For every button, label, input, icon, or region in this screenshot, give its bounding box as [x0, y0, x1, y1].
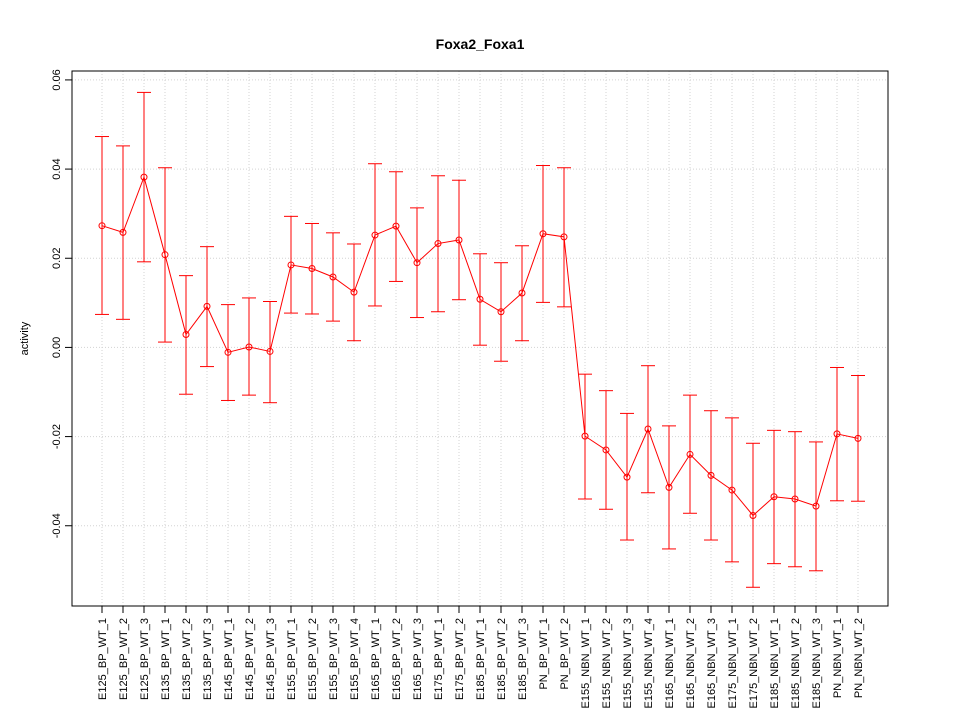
x-tick-label: E185_BP_WT_3	[517, 618, 529, 700]
data-point	[812, 502, 820, 510]
data-point	[602, 446, 610, 454]
data-point	[581, 432, 589, 440]
data-point	[707, 471, 715, 479]
x-tick-label: E125_BP_WT_3	[139, 618, 151, 700]
y-axis-label: activity	[19, 321, 31, 355]
x-tick-label: E165_NBN_WT_2	[685, 618, 697, 709]
x-axis: E125_BP_WT_1 E125_BP_WT_2 E125_BP_WT_3 E135…	[97, 606, 865, 709]
x-tick-label: E125_BP_WT_1	[97, 618, 109, 700]
x-tick-label: E145_BP_WT_2	[244, 618, 256, 700]
series-line	[101, 175, 859, 517]
data-point	[476, 295, 484, 303]
x-tick-label: E175_BP_WT_2	[454, 618, 466, 700]
data-point	[644, 425, 652, 433]
x-tick-label: E155_BP_WT_3	[328, 618, 340, 700]
data-point	[833, 430, 841, 438]
data-point	[98, 222, 106, 230]
x-tick-label: E155_BP_WT_1	[286, 618, 298, 700]
data-points	[98, 173, 862, 519]
data-point	[665, 483, 673, 491]
x-tick-label: E175_NBN_WT_1	[727, 618, 739, 709]
data-point	[140, 173, 148, 181]
data-point	[455, 236, 463, 244]
data-point	[161, 251, 169, 259]
data-point	[245, 343, 253, 351]
x-tick-label: E165_NBN_WT_3	[706, 618, 718, 709]
y-tick-label: -0.04	[51, 513, 63, 538]
x-tick-label: E165_NBN_WT_1	[664, 618, 676, 709]
data-point	[287, 261, 295, 269]
x-tick-label: E165_BP_WT_3	[412, 618, 424, 700]
x-tick-label: E175_NBN_WT_2	[748, 618, 760, 709]
data-point	[434, 240, 442, 248]
series-line-layer	[101, 175, 859, 517]
y-tick-label: 0.02	[51, 248, 63, 269]
data-point	[518, 289, 526, 297]
x-tick-label: E155_NBN_WT_2	[601, 618, 613, 709]
data-point	[119, 228, 127, 236]
y-tick-label: -0.02	[51, 424, 63, 449]
data-point	[623, 473, 631, 481]
data-point	[749, 511, 757, 519]
data-point	[182, 330, 190, 338]
data-point	[539, 230, 547, 238]
data-point	[770, 493, 778, 501]
data-point	[854, 434, 862, 442]
data-point	[224, 348, 232, 356]
data-point	[413, 259, 421, 267]
data-point	[371, 231, 379, 239]
error-bars	[95, 91, 865, 588]
x-tick-label: E165_BP_WT_1	[370, 618, 382, 700]
x-tick-label: PN_BP_WT_1	[538, 618, 550, 690]
data-point	[350, 288, 358, 296]
x-tick-label: E135_BP_WT_2	[181, 618, 193, 700]
x-tick-label: E145_BP_WT_1	[223, 618, 235, 700]
x-tick-label: PN_NBN_WT_2	[853, 618, 865, 698]
x-tick-label: E135_BP_WT_3	[202, 618, 214, 700]
x-tick-label: E185_BP_WT_2	[496, 618, 508, 700]
data-point	[329, 273, 337, 281]
x-tick-label: E155_BP_WT_4	[349, 618, 361, 700]
chart-title: Foxa2_Foxa1	[436, 36, 525, 52]
x-tick-label: E155_NBN_WT_4	[643, 618, 655, 709]
x-tick-label: E155_NBN_WT_3	[622, 618, 634, 709]
data-point	[497, 308, 505, 316]
x-tick-label: E175_BP_WT_1	[433, 618, 445, 700]
x-tick-label: E145_BP_WT_3	[265, 618, 277, 700]
data-point	[392, 222, 400, 230]
data-point	[686, 450, 694, 458]
x-tick-label: E155_BP_WT_2	[307, 618, 319, 700]
data-point	[266, 347, 274, 355]
x-tick-label: E185_NBN_WT_1	[769, 618, 781, 709]
x-tick-label: E185_NBN_WT_3	[811, 618, 823, 709]
data-point	[308, 265, 316, 273]
data-point	[791, 495, 799, 503]
y-tick-label: 0.00	[51, 337, 63, 358]
x-tick-label: PN_BP_WT_2	[559, 618, 571, 690]
grid-layer	[72, 71, 888, 606]
y-axis: -0.04 -0.02 0.00 0.02 0.04 0.06	[51, 69, 72, 538]
x-tick-label: E185_NBN_WT_2	[790, 618, 802, 709]
x-tick-label: E165_BP_WT_2	[391, 618, 403, 700]
data-point	[560, 233, 568, 241]
x-tick-label: PN_NBN_WT_1	[832, 618, 844, 698]
x-tick-label: E135_BP_WT_1	[160, 618, 172, 700]
data-point	[728, 486, 736, 494]
data-point	[203, 302, 211, 310]
x-tick-label: E125_BP_WT_2	[118, 618, 130, 700]
y-tick-label: 0.06	[51, 69, 63, 90]
y-tick-label: 0.04	[51, 158, 63, 179]
x-tick-label: E185_BP_WT_1	[475, 618, 487, 700]
x-tick-label: E155_NBN_WT_1	[580, 618, 592, 709]
